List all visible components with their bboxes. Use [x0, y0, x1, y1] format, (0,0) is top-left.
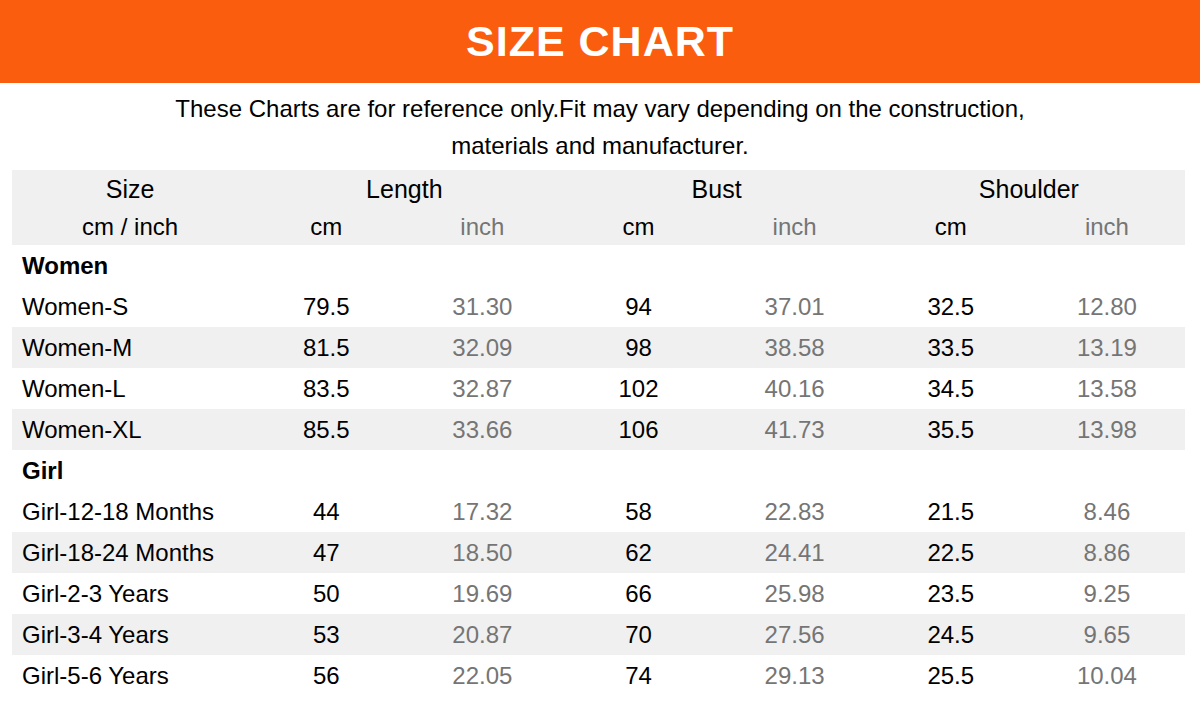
column-header-shoulder: Shoulder [873, 170, 1185, 208]
value-cell: 35.5 [873, 409, 1029, 450]
value-cell: 13.58 [1029, 368, 1185, 409]
table-row: Girl-5-6 Years5622.057429.1325.510.04 [12, 655, 1185, 696]
value-cell: 19.69 [404, 573, 560, 614]
value-cell: 8.86 [1029, 532, 1185, 573]
value-cell: 13.98 [1029, 409, 1185, 450]
size-label-cell: Women-XL [12, 409, 248, 450]
value-cell: 9.25 [1029, 573, 1185, 614]
value-cell: 98 [560, 327, 716, 368]
size-label-cell: Women-M [12, 327, 248, 368]
value-cell: 29.13 [717, 655, 873, 696]
value-cell: 32.87 [404, 368, 560, 409]
value-cell: 70 [560, 614, 716, 655]
value-cell: 23.5 [873, 573, 1029, 614]
value-cell: 41.73 [717, 409, 873, 450]
value-cell: 32.09 [404, 327, 560, 368]
value-cell: 18.50 [404, 532, 560, 573]
value-cell: 13.19 [1029, 327, 1185, 368]
value-cell: 94 [560, 286, 716, 327]
value-cell: 32.5 [873, 286, 1029, 327]
column-header-size: Size [12, 170, 248, 208]
value-cell: 25.98 [717, 573, 873, 614]
size-chart-table: Size Length Bust Shoulder cm / inch cm i… [12, 170, 1185, 696]
banner: SIZE CHART [0, 0, 1200, 83]
value-cell: 22.05 [404, 655, 560, 696]
value-cell: 53 [248, 614, 404, 655]
value-cell: 58 [560, 491, 716, 532]
value-cell: 8.46 [1029, 491, 1185, 532]
value-cell: 21.5 [873, 491, 1029, 532]
table-row: Girl-2-3 Years5019.696625.9823.59.25 [12, 573, 1185, 614]
table-row: Girl-3-4 Years5320.877027.5624.59.65 [12, 614, 1185, 655]
value-cell: 74 [560, 655, 716, 696]
page-title: SIZE CHART [466, 17, 734, 66]
sub-header-row: cm / inch cm inch cm inch cm inch [12, 208, 1185, 245]
value-cell: 40.16 [717, 368, 873, 409]
table-body: WomenWomen-S79.531.309437.0132.512.80Wom… [12, 245, 1185, 696]
value-cell: 31.30 [404, 286, 560, 327]
size-label-cell: Girl-5-6 Years [12, 655, 248, 696]
section-name: Women [12, 245, 1185, 286]
value-cell: 50 [248, 573, 404, 614]
subheader-length-cm: cm [248, 208, 404, 245]
column-header-length: Length [248, 170, 560, 208]
value-cell: 34.5 [873, 368, 1029, 409]
value-cell: 79.5 [248, 286, 404, 327]
disclaimer: These Charts are for reference only.Fit … [0, 83, 1200, 170]
value-cell: 17.32 [404, 491, 560, 532]
size-label-cell: Women-S [12, 286, 248, 327]
subheader-bust-inch: inch [717, 208, 873, 245]
value-cell: 12.80 [1029, 286, 1185, 327]
value-cell: 56 [248, 655, 404, 696]
value-cell: 24.41 [717, 532, 873, 573]
value-cell: 47 [248, 532, 404, 573]
value-cell: 66 [560, 573, 716, 614]
value-cell: 10.04 [1029, 655, 1185, 696]
value-cell: 22.83 [717, 491, 873, 532]
value-cell: 81.5 [248, 327, 404, 368]
table-row: Women-L83.532.8710240.1634.513.58 [12, 368, 1185, 409]
section-header-row: Women [12, 245, 1185, 286]
value-cell: 106 [560, 409, 716, 450]
column-header-bust: Bust [560, 170, 872, 208]
subheader-shoulder-cm: cm [873, 208, 1029, 245]
subheader-bust-cm: cm [560, 208, 716, 245]
section-header-row: Girl [12, 450, 1185, 491]
value-cell: 24.5 [873, 614, 1029, 655]
value-cell: 85.5 [248, 409, 404, 450]
table-row: Girl-18-24 Months4718.506224.4122.58.86 [12, 532, 1185, 573]
disclaimer-line-2: materials and manufacturer. [0, 127, 1200, 164]
subheader-size-units: cm / inch [12, 208, 248, 245]
section-name: Girl [12, 450, 1185, 491]
table-row: Women-S79.531.309437.0132.512.80 [12, 286, 1185, 327]
value-cell: 33.66 [404, 409, 560, 450]
group-header-row: Size Length Bust Shoulder [12, 170, 1185, 208]
value-cell: 20.87 [404, 614, 560, 655]
size-label-cell: Girl-3-4 Years [12, 614, 248, 655]
disclaimer-line-1: These Charts are for reference only.Fit … [0, 90, 1200, 127]
value-cell: 102 [560, 368, 716, 409]
value-cell: 27.56 [717, 614, 873, 655]
value-cell: 38.58 [717, 327, 873, 368]
size-label-cell: Women-L [12, 368, 248, 409]
table-row: Girl-12-18 Months4417.325822.8321.58.46 [12, 491, 1185, 532]
table-header: Size Length Bust Shoulder cm / inch cm i… [12, 170, 1185, 245]
size-label-cell: Girl-18-24 Months [12, 532, 248, 573]
value-cell: 25.5 [873, 655, 1029, 696]
value-cell: 33.5 [873, 327, 1029, 368]
size-label-cell: Girl-2-3 Years [12, 573, 248, 614]
table-row: Women-XL85.533.6610641.7335.513.98 [12, 409, 1185, 450]
value-cell: 9.65 [1029, 614, 1185, 655]
value-cell: 83.5 [248, 368, 404, 409]
value-cell: 62 [560, 532, 716, 573]
subheader-length-inch: inch [404, 208, 560, 245]
value-cell: 44 [248, 491, 404, 532]
value-cell: 37.01 [717, 286, 873, 327]
size-chart-page: SIZE CHART These Charts are for referenc… [0, 0, 1200, 696]
subheader-shoulder-inch: inch [1029, 208, 1185, 245]
value-cell: 22.5 [873, 532, 1029, 573]
size-label-cell: Girl-12-18 Months [12, 491, 248, 532]
table-row: Women-M81.532.099838.5833.513.19 [12, 327, 1185, 368]
